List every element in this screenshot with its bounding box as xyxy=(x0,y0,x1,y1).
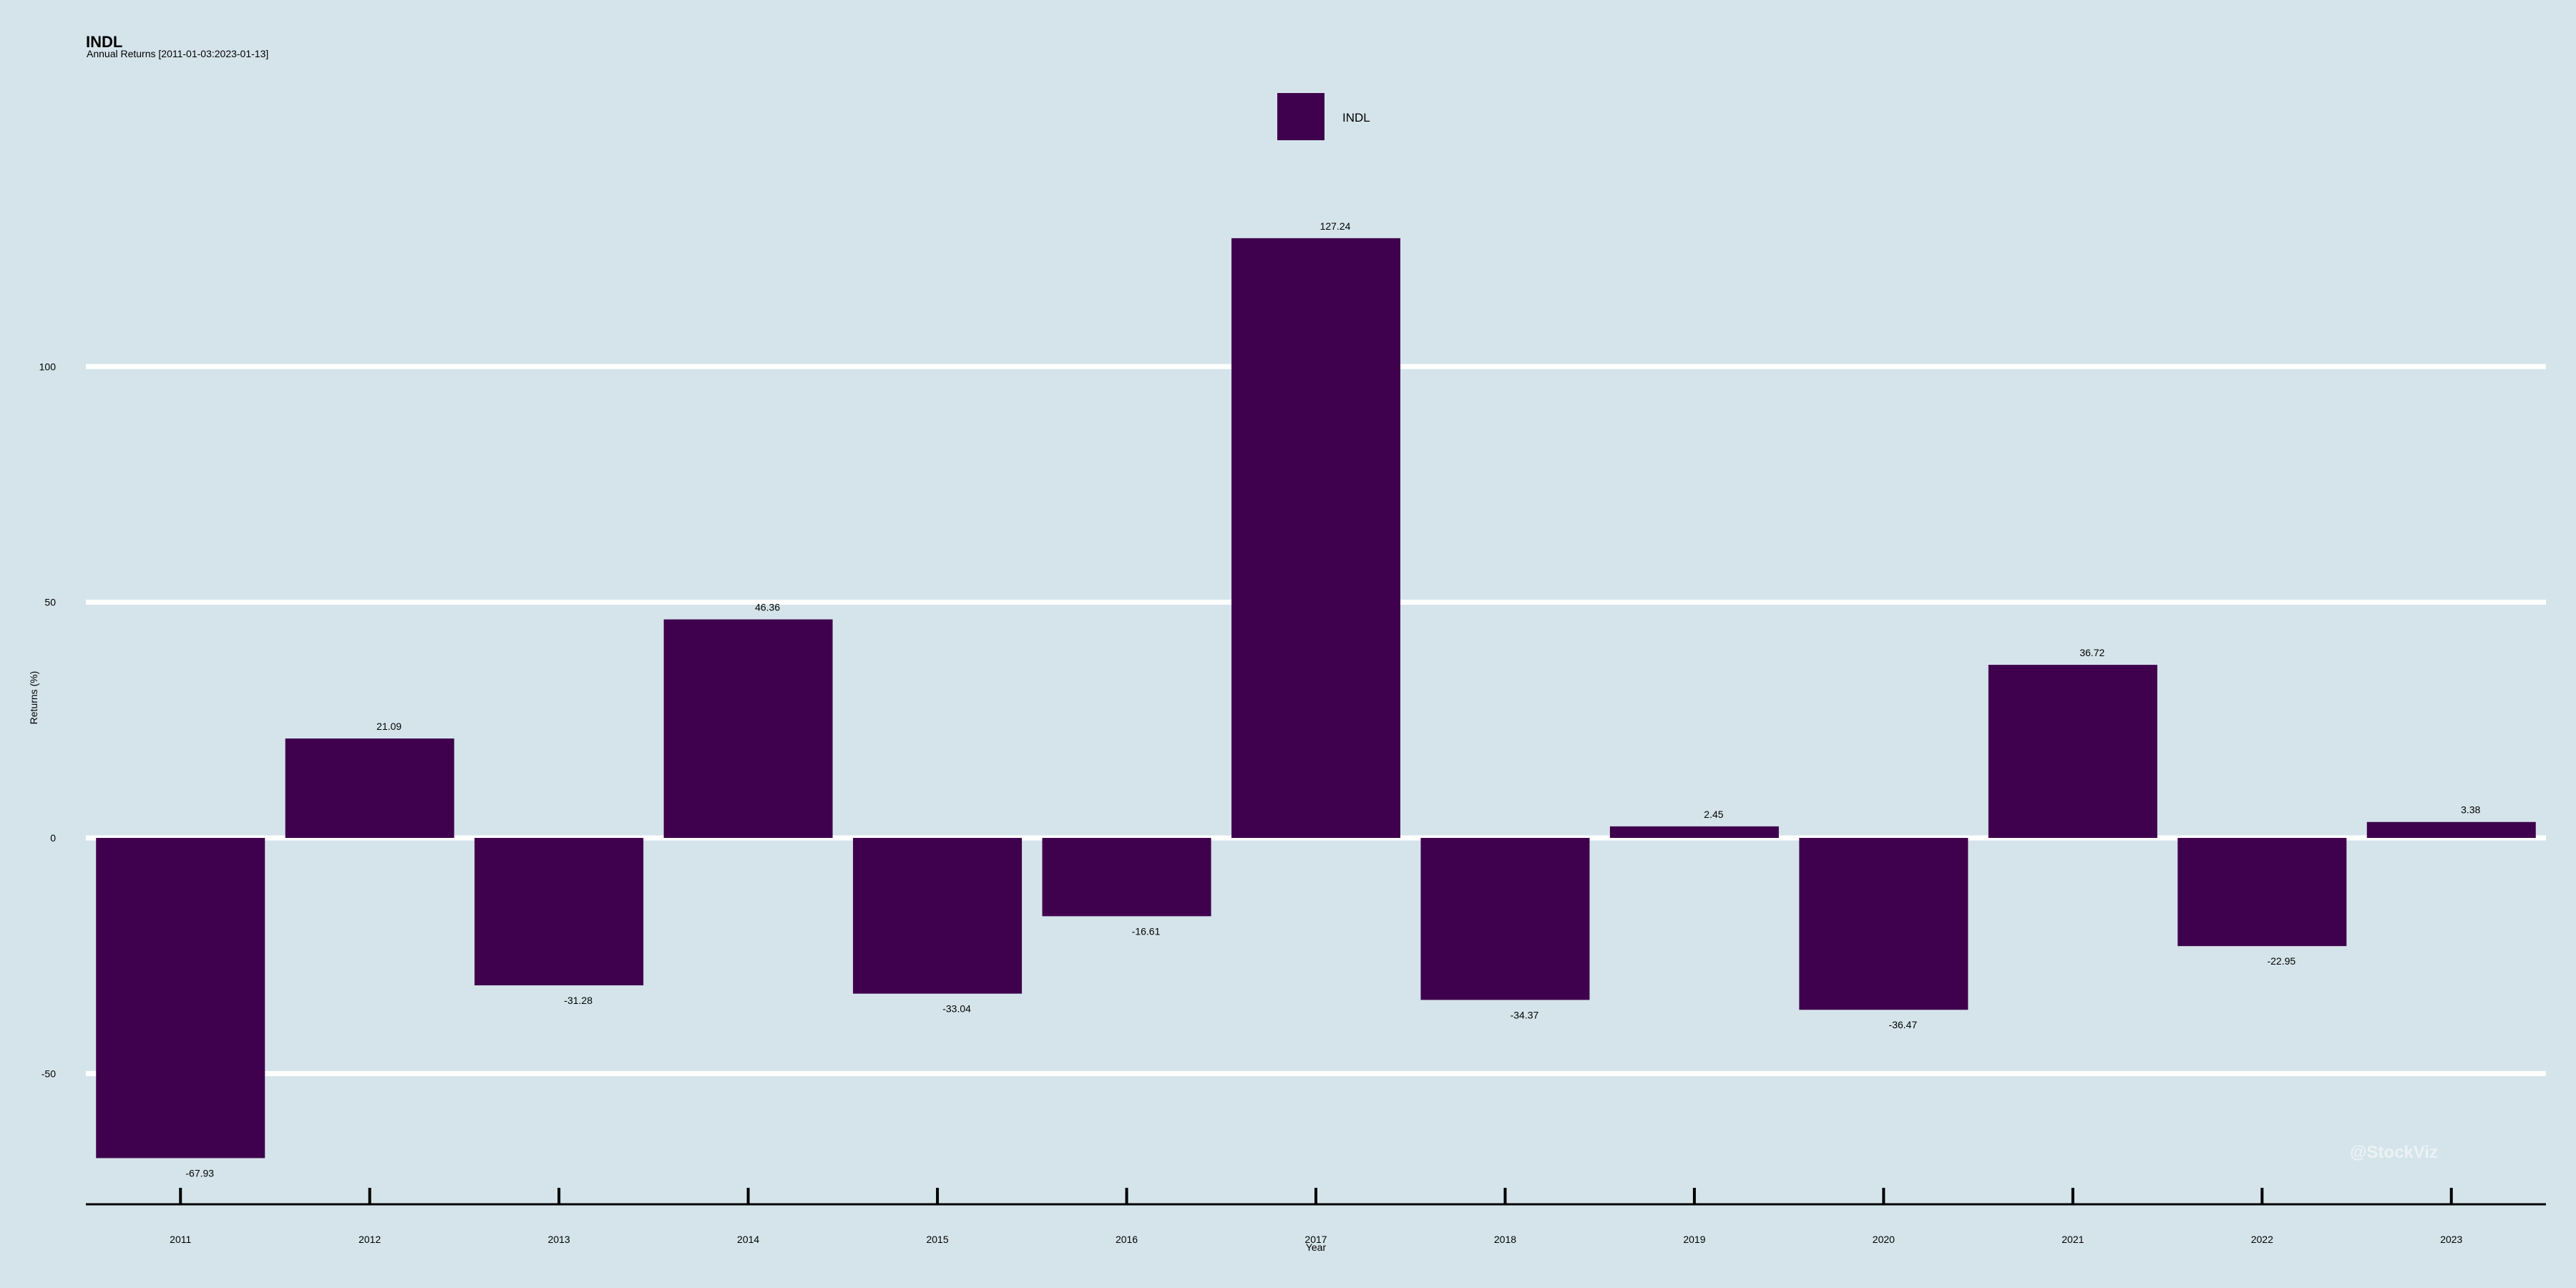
x-axis: 2011 2012 2013 2014 2015 2016 2017 2018 2019 2020… xyxy=(86,1188,2546,1245)
bar-value-label-2018: -34.37 xyxy=(1511,1009,1539,1020)
bars xyxy=(96,238,2536,1158)
bar-value-label-2016: -16.61 xyxy=(1132,925,1161,937)
x-tick-label-2017: 2017 xyxy=(1304,1234,1327,1245)
bar-value-label-2019: 2.45 xyxy=(1704,809,1723,820)
x-tick-label-2015: 2015 xyxy=(926,1234,948,1245)
bar-value-label-2015: -33.04 xyxy=(942,1003,971,1015)
bar-value-label-2017: 127.24 xyxy=(1320,220,1351,232)
bar-value-label-2022: -22.95 xyxy=(2267,955,2296,967)
x-tick-label-2012: 2012 xyxy=(358,1234,381,1245)
y-axis-label: Returns (%) xyxy=(28,671,39,725)
y-tick-label: 0 xyxy=(50,832,56,844)
bar-2016 xyxy=(1042,838,1211,917)
x-tick-label-2014: 2014 xyxy=(737,1234,759,1245)
bar-2011 xyxy=(96,838,265,1158)
bar-2013 xyxy=(474,838,644,986)
bar-2018 xyxy=(1420,838,1590,1000)
bar-value-label-2020: -36.47 xyxy=(1889,1019,1918,1030)
bar-2014 xyxy=(663,619,833,838)
x-tick-label-2020: 2020 xyxy=(1873,1234,1895,1245)
bar-labels: -67.93 21.09 -31.28 46.36 -33.04 -16.61 127.24… xyxy=(185,220,2480,1179)
y-axis-ticks: -50 0 50 100 xyxy=(39,361,57,1079)
bar-2015 xyxy=(853,838,1023,994)
bar-value-label-2011: -67.93 xyxy=(185,1167,214,1179)
bar-2017 xyxy=(1231,238,1400,838)
x-tick-label-2016: 2016 xyxy=(1116,1234,1138,1245)
x-tick-label-2021: 2021 xyxy=(2062,1234,2084,1245)
bar-value-label-2013: -31.28 xyxy=(564,995,592,1006)
bar-2023 xyxy=(2366,821,2536,838)
bar-2019 xyxy=(1609,826,1779,838)
bar-value-label-2012: 21.09 xyxy=(376,721,401,732)
x-axis-label: Year xyxy=(1306,1241,1327,1253)
x-tick-label-2022: 2022 xyxy=(2251,1234,2273,1245)
legend: INDL xyxy=(1277,93,1370,140)
legend-swatch-indl xyxy=(1277,93,1324,140)
chart-subtitle: Annual Returns [2011-01-03:2023-01-13] xyxy=(87,48,269,59)
y-tick-label: 100 xyxy=(39,361,57,372)
x-tick-label-2011: 2011 xyxy=(170,1234,191,1245)
y-tick-label: -50 xyxy=(42,1068,56,1079)
bar-value-label-2023: 3.38 xyxy=(2461,804,2480,816)
y-tick-label: 50 xyxy=(44,597,56,608)
bar-2022 xyxy=(2177,838,2347,947)
x-tick-label-2019: 2019 xyxy=(1683,1234,1705,1245)
bar-2012 xyxy=(285,738,454,838)
bar-value-label-2021: 36.72 xyxy=(2079,647,2104,658)
watermark: @StockViz xyxy=(2350,1143,2438,1162)
bar-2021 xyxy=(1988,665,2157,838)
x-tick-label-2013: 2013 xyxy=(548,1234,570,1245)
bar-2020 xyxy=(1799,838,1968,1010)
legend-label-indl: INDL xyxy=(1342,111,1370,125)
x-tick-label-2023: 2023 xyxy=(2440,1234,2462,1245)
x-tick-label-2018: 2018 xyxy=(1494,1234,1516,1245)
chart-title: INDL xyxy=(86,33,123,51)
bar-value-label-2014: 46.36 xyxy=(755,602,780,613)
